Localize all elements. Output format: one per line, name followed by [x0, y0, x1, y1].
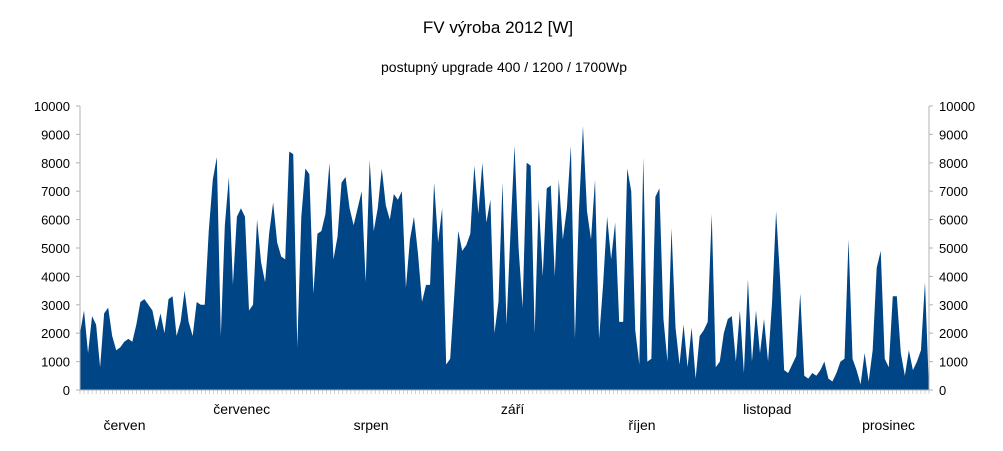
y-tick-label-right: 3000: [939, 298, 968, 313]
y-tick-label-left: 8000: [41, 156, 70, 171]
y-tick-label-left: 2000: [41, 326, 70, 341]
x-month-label: srpen: [354, 417, 389, 433]
chart-subtitle: postupný upgrade 400 / 1200 / 1700Wp: [381, 59, 627, 75]
y-tick-label-right: 2000: [939, 326, 968, 341]
y-tick-label-left: 1000: [41, 355, 70, 370]
y-axis-left: 0 1000 2000 3000 4000 5000 6000 7000 8000 9000 100…: [34, 99, 81, 398]
y-tick-label-right: 8000: [939, 156, 968, 171]
y-tick-label-left: 6000: [41, 213, 70, 228]
y-tick-label-right: 6000: [939, 213, 968, 228]
y-tick-label-right: 0: [939, 383, 946, 398]
y-tick-label-left: 4000: [41, 269, 70, 284]
y-tick-label-left: 3000: [41, 298, 70, 313]
y-tick-label-left: 0: [63, 383, 70, 398]
x-month-label: prosinec: [862, 417, 915, 433]
y-tick-label-right: 5000: [939, 241, 968, 256]
x-month-label: červenec: [213, 401, 270, 417]
y-tick-label-right: 4000: [939, 269, 968, 284]
series-area: [80, 125, 929, 390]
y-tick-label-right: 9000: [939, 127, 968, 142]
chart-title: FV výroba 2012 [W]: [423, 18, 573, 37]
y-tick-label-right: 10000: [939, 99, 975, 114]
y-tick-label-right: 7000: [939, 184, 968, 199]
x-month-label: listopad: [743, 401, 791, 417]
y-tick-label-left: 9000: [41, 127, 70, 142]
y-tick-label-left: 10000: [34, 99, 70, 114]
x-month-label: září: [501, 401, 524, 417]
x-month-label: říjen: [628, 417, 655, 433]
y-tick-label-right: 1000: [939, 355, 968, 370]
y-tick-label-left: 7000: [41, 184, 70, 199]
y-axis-right: 0 1000 2000 3000 4000 5000 6000 7000 8000 9000 100…: [928, 99, 975, 398]
x-month-label: červen: [103, 417, 145, 433]
x-axis: červen červenec srpen září říjen listopad pros…: [79, 389, 930, 433]
plot-area: [80, 125, 929, 390]
y-tick-label-left: 5000: [41, 241, 70, 256]
